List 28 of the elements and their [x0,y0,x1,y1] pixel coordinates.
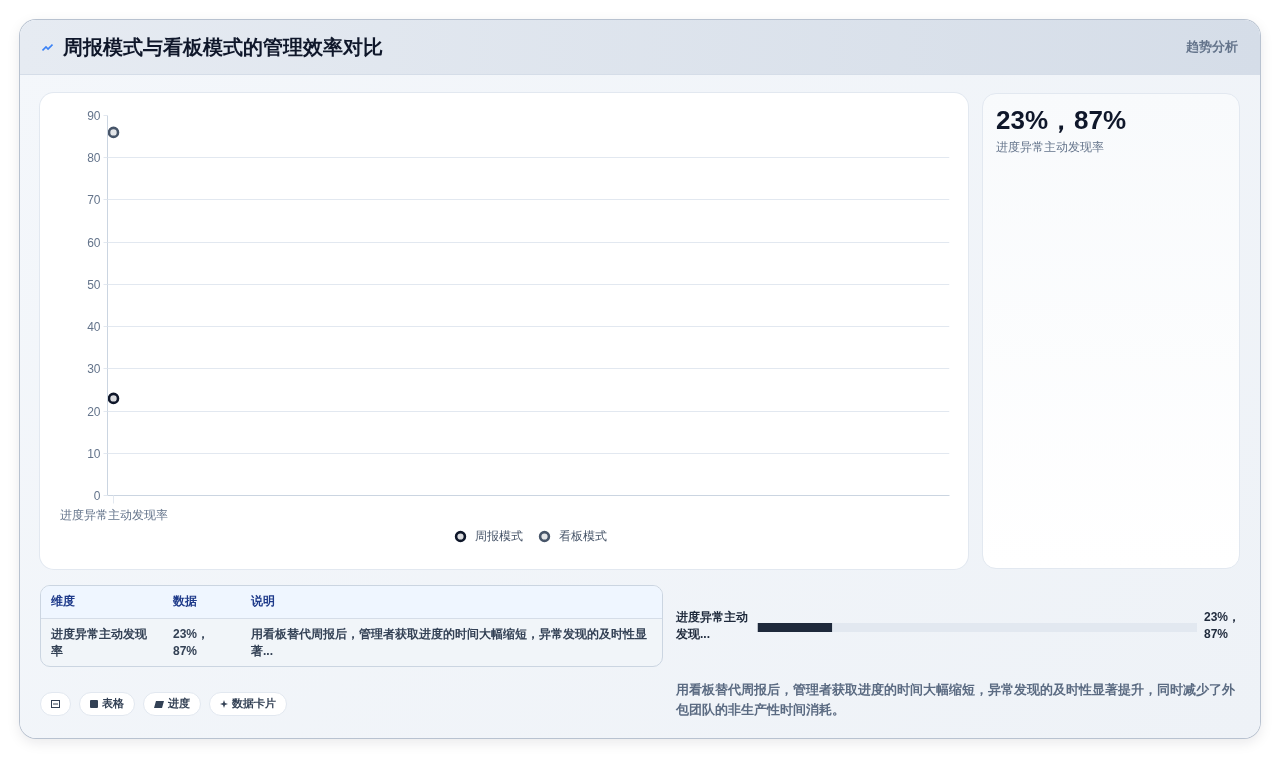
y-tick-label: 90 [87,109,101,123]
category-label: 说明 [241,586,662,618]
y-tick-label: 20 [87,404,101,419]
y-tick-label: 40 [87,320,101,335]
category-label: 数据卡片 [232,696,276,712]
text: 周报模式与看板模式的管理效率对比 [63,34,383,60]
y-tick-label: 50 [87,277,101,292]
text: 23%，87% [1204,609,1241,643]
y-tick-label: 进度异常主动发现... [676,609,749,643]
y-tick-label: 0 [93,489,101,503]
y-tick-label: 70 [87,193,101,208]
legend-label: 看板模式 [559,527,607,545]
category-label: 表格 [102,696,124,712]
category-label: 数据 [163,586,241,618]
text: 用看板替代周报后，管理者获取进度的时间大幅缩短，异常发现的及时性显著提升，同时减少了外包团队的非生产性时间消耗。 [676,681,1236,719]
legend-label: 周报模式 [475,527,523,545]
text: 趋势分析 [1186,37,1238,56]
y-tick-label: 80 [87,151,101,166]
y-tick-label: 60 [87,235,101,250]
y-tick-label: 30 [87,362,101,377]
text: 进度异常主动发现率 [996,139,1105,155]
y-tick-label: 10 [87,446,101,461]
category-label: 进度 [168,696,190,712]
category-label: 维度 [41,586,163,618]
text: 23%，87% [996,105,1128,135]
text: 进度异常主动发现率 [50,625,148,660]
text: 用看板替代周报后，管理者获取进度的时间大幅缩短，异常发现的及时性显著... [250,625,648,660]
text: 23%，87% [172,625,211,660]
